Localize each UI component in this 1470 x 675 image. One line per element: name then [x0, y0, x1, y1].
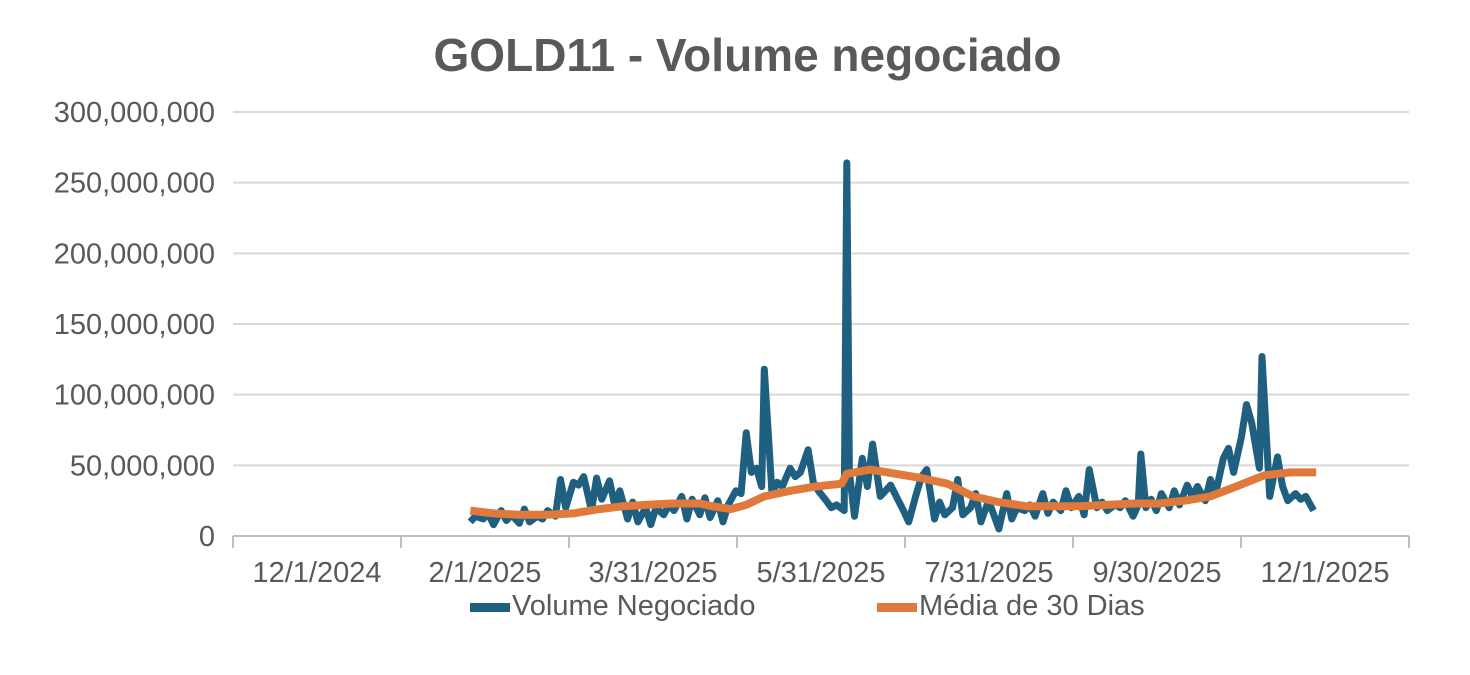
y-tick-label: 0	[199, 521, 215, 553]
x-tick-label: 3/31/2025	[588, 557, 717, 589]
y-tick-label: 250,000,000	[54, 168, 215, 200]
x-tick-label: 12/1/2024	[252, 557, 381, 589]
series-line-media	[469, 465, 1317, 519]
legend-volume-label: Volume Negociado	[512, 590, 756, 622]
legend-volume: Volume Negociado	[470, 590, 755, 623]
legend-volume-swatch	[470, 602, 510, 612]
y-tick-label: 200,000,000	[54, 238, 215, 270]
x-tick-label: 12/1/2025	[1260, 557, 1389, 589]
x-tick-label: 7/31/2025	[924, 557, 1053, 589]
y-tick-label: 300,000,000	[54, 97, 215, 129]
series-lines	[467, 159, 1317, 533]
x-tick-labels: 12/1/2024 2/1/2025 3/31/2025 5/31/2025 7/31/…	[252, 557, 1389, 589]
y-tick-labels: 0 50,000,000 100,000,000 150,000,000 200,000…	[54, 97, 215, 553]
x-tick-label: 9/30/2025	[1092, 557, 1221, 589]
x-tick-label: 5/31/2025	[756, 557, 885, 589]
grid-lines	[233, 111, 1409, 467]
y-tick-label: 50,000,000	[70, 450, 215, 482]
legend-media: Média de 30 Dias	[877, 590, 1145, 623]
legend-media-swatch	[877, 602, 917, 612]
x-tick-label: 2/1/2025	[429, 557, 542, 589]
chart-title: GOLD11 - Volume negociado	[433, 29, 1062, 81]
x-axis	[232, 535, 1410, 548]
legend-media-label: Média de 30 Dias	[919, 590, 1145, 622]
y-tick-label: 150,000,000	[54, 309, 215, 341]
y-tick-label: 100,000,000	[54, 380, 215, 412]
